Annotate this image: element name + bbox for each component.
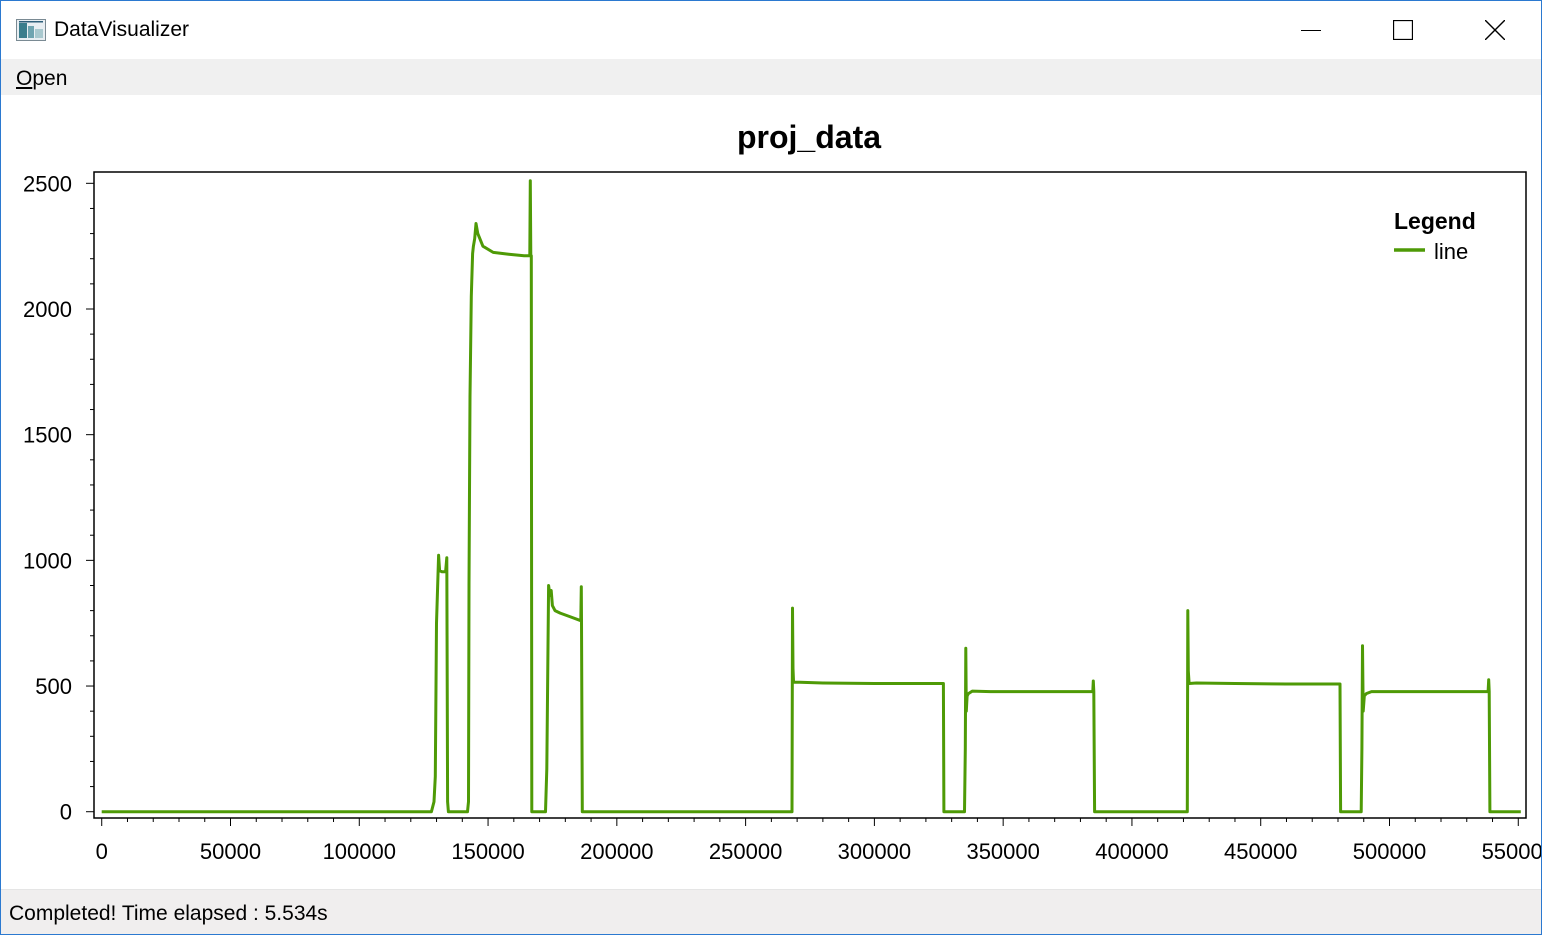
x-tick-label: 400000 xyxy=(1095,839,1168,864)
x-tick-label: 50000 xyxy=(200,839,261,864)
minimize-icon xyxy=(1301,30,1321,31)
axis-ticks: 0 500 1000 1500 2000 2500 0 50000 100000 150000 20… xyxy=(23,171,1541,864)
menu-label-rest: pen xyxy=(32,67,68,90)
chart-title: proj_data xyxy=(737,119,881,155)
y-tick-label: 1000 xyxy=(23,548,72,573)
x-tick-label: 300000 xyxy=(838,839,911,864)
x-tick-label: 150000 xyxy=(451,839,524,864)
plot-frame xyxy=(93,171,1527,819)
legend-entry-line: line xyxy=(1434,239,1468,264)
x-tick-label: 500000 xyxy=(1353,839,1426,864)
chart-area: proj_data 0 500 1000 1500 2000 2500 0 50000 1000… xyxy=(1,95,1541,889)
x-tick-label: 350000 xyxy=(966,839,1039,864)
maximize-icon xyxy=(1393,20,1413,40)
menu-bar: Open xyxy=(1,59,1541,95)
x-tick-label: 550000 xyxy=(1482,839,1541,864)
x-tick-label: 450000 xyxy=(1224,839,1297,864)
maximize-button[interactable] xyxy=(1357,1,1449,59)
close-button[interactable] xyxy=(1449,1,1541,59)
y-tick-label: 2500 xyxy=(23,171,72,196)
y-tick-label: 1500 xyxy=(23,423,72,448)
title-bar[interactable]: DataVisualizer xyxy=(1,1,1541,59)
x-tick-label: 100000 xyxy=(323,839,396,864)
y-tick-label: 0 xyxy=(60,800,72,825)
line-chart[interactable]: proj_data 0 500 1000 1500 2000 2500 0 50000 1000… xyxy=(1,95,1541,889)
status-text: Completed! Time elapsed : 5.534s xyxy=(9,902,328,925)
app-icon xyxy=(16,19,46,41)
close-icon xyxy=(1485,20,1505,40)
minimize-button[interactable] xyxy=(1265,1,1357,59)
menu-mnemonic: O xyxy=(16,67,33,90)
x-tick-label: 250000 xyxy=(709,839,782,864)
x-tick-label: 0 xyxy=(96,839,108,864)
legend-title: Legend xyxy=(1394,208,1476,234)
y-tick-label: 500 xyxy=(35,674,72,699)
x-tick-label: 200000 xyxy=(580,839,653,864)
window-title: DataVisualizer xyxy=(54,18,190,41)
legend: Legend line xyxy=(1394,208,1476,264)
y-tick-label: 2000 xyxy=(23,297,72,322)
status-bar: Completed! Time elapsed : 5.534s xyxy=(1,889,1541,934)
menu-item-open[interactable]: Open xyxy=(16,67,67,91)
series-group xyxy=(101,179,1521,814)
series-line xyxy=(101,179,1521,814)
